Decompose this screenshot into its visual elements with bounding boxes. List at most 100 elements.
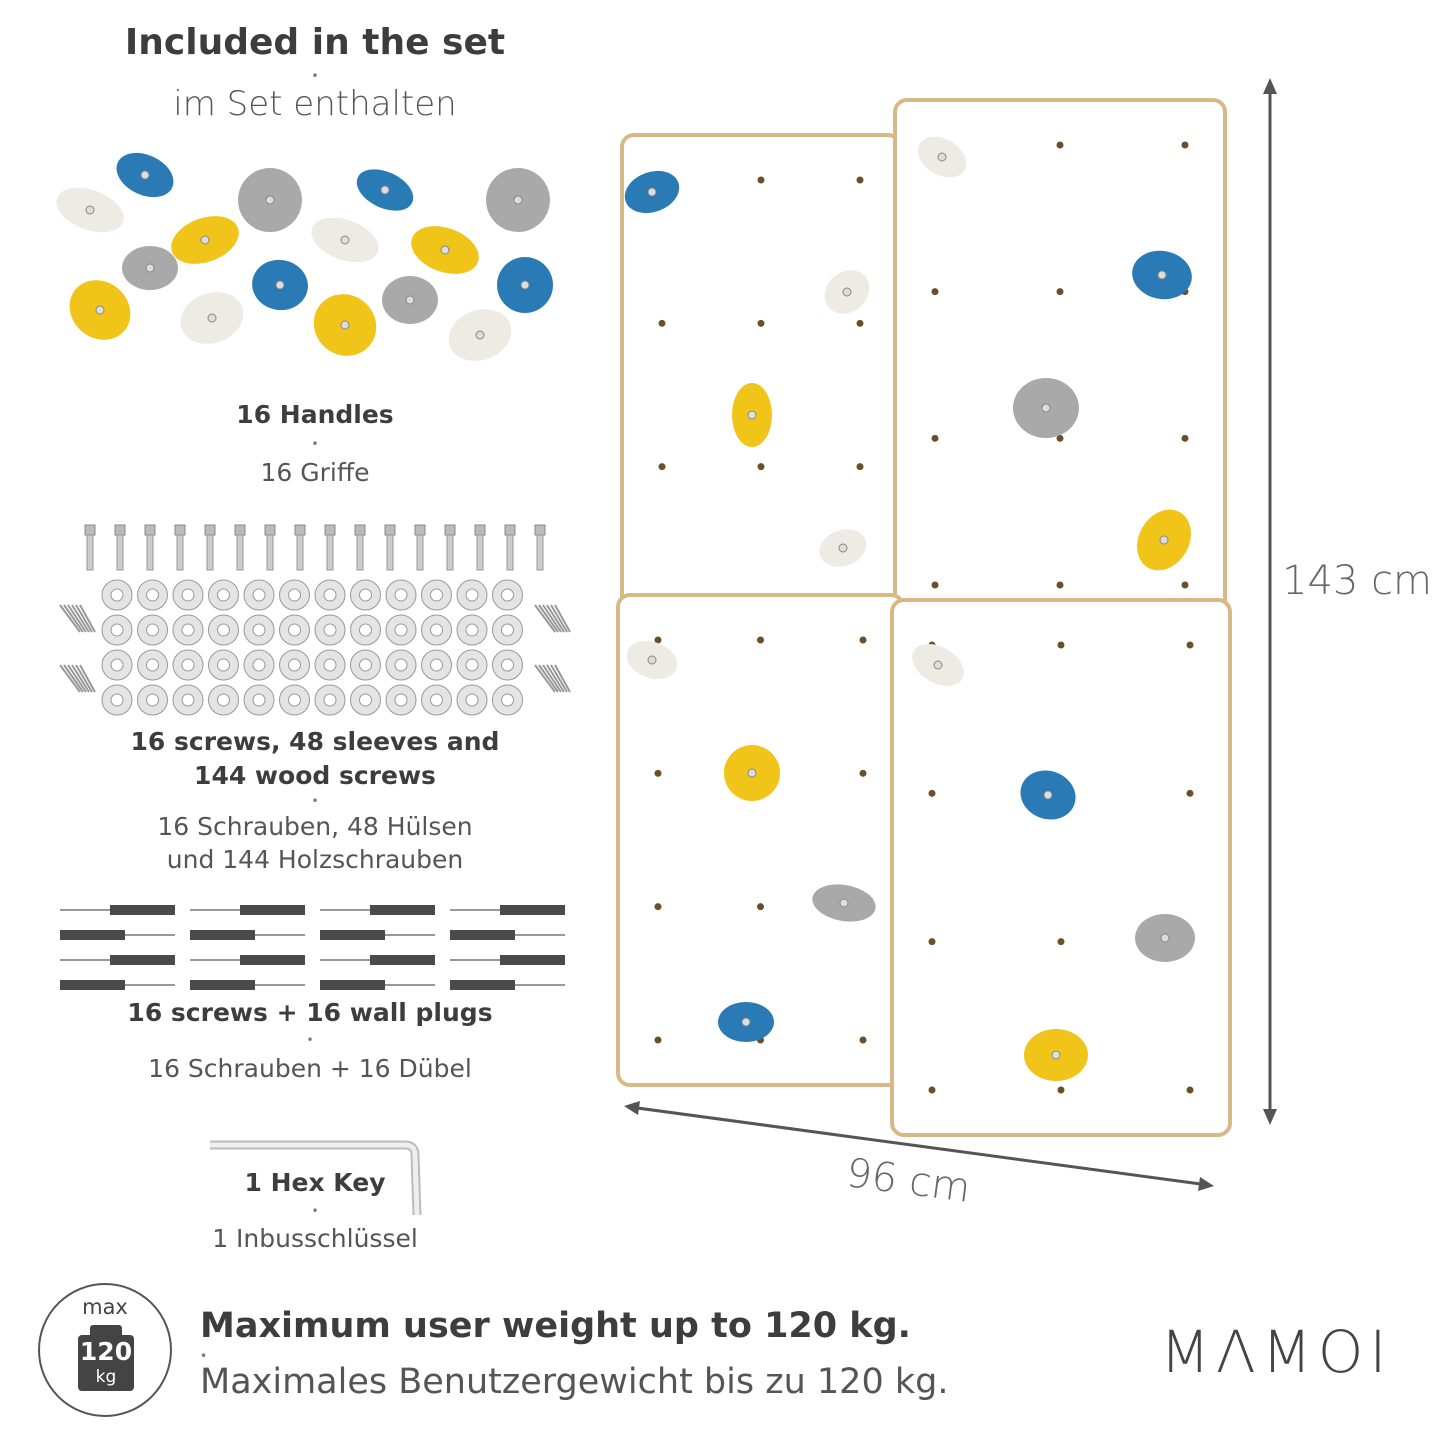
screw-shaft [326, 534, 334, 571]
plugs-label-de: 16 Schrauben + 16 Dübel [148, 1054, 472, 1083]
bolt [1041, 403, 1051, 413]
screws-label-de-2: und 144 Holzschrauben [166, 845, 464, 874]
wall-plug [500, 905, 565, 915]
screw-shaft [536, 534, 544, 571]
screw [294, 524, 306, 536]
sleeve-hole [323, 588, 337, 602]
sleeve-hole [359, 658, 372, 672]
wood-screw [59, 664, 81, 693]
sleeve-hole [252, 693, 266, 707]
bolt [647, 655, 657, 665]
sleeve-hole [288, 693, 301, 707]
bolt-hole [1186, 789, 1194, 797]
bolt-hole [859, 636, 867, 644]
sleeve-hole [465, 623, 479, 637]
bolt [838, 543, 848, 553]
sleeve-hole [465, 693, 479, 707]
separator-dot: • [311, 437, 319, 451]
sleeve-hole [323, 623, 337, 637]
screw-shaft [116, 534, 124, 571]
screw [174, 524, 186, 536]
bolt-hole [1057, 1086, 1065, 1094]
bolt [1160, 933, 1170, 943]
bolt-hole [757, 176, 765, 184]
bolt [95, 305, 105, 315]
wood-screw [542, 604, 562, 633]
sleeve-hole [359, 588, 372, 602]
screw-shaft [146, 534, 154, 571]
sleeve-hole [110, 588, 124, 602]
bolt [647, 187, 657, 197]
sleeve-hole [359, 693, 372, 707]
sleeve-hole [359, 623, 372, 637]
height-dimension: 143 cm [1282, 558, 1433, 604]
bolt-hole [1057, 641, 1065, 649]
screw [354, 524, 366, 536]
wall-plug [240, 955, 305, 965]
sleeve-hole [181, 658, 195, 672]
sleeve-hole [252, 588, 266, 602]
wall-plug [60, 980, 125, 990]
bolt [1157, 270, 1167, 280]
wall-plug [450, 980, 515, 990]
screw-shaft [236, 534, 244, 571]
separator-dot: • [200, 1349, 208, 1363]
bolt-hole [757, 903, 764, 911]
wood-screw [75, 664, 93, 693]
sleeve-hole [146, 693, 159, 707]
sleeve-hole [288, 623, 301, 637]
wood-screw [79, 664, 96, 693]
bolt [1043, 790, 1053, 800]
bolt [405, 295, 415, 305]
bolt-hole [1056, 581, 1064, 589]
screw [114, 524, 126, 536]
bolt-hole [1181, 434, 1189, 442]
sleeve-hole [146, 588, 159, 602]
bolt-hole [658, 463, 666, 471]
screw [384, 524, 396, 536]
bolt [741, 1017, 751, 1027]
weight-title-en: Maximum user weight up to 120 kg. [200, 1306, 911, 1346]
wood-screw [534, 664, 556, 693]
bolt [200, 235, 210, 245]
bolt-hole [1186, 1086, 1194, 1094]
wood-screw [67, 664, 87, 693]
screw-shaft [416, 534, 424, 571]
bolt [1051, 1050, 1061, 1060]
screw-shaft [356, 534, 364, 571]
bolt-hole [856, 319, 864, 327]
bolt-hole [654, 903, 662, 911]
bolt-hole [1056, 434, 1064, 442]
climbing-wall-image [616, 78, 1277, 1191]
sleeve-hole [252, 623, 266, 637]
wall-plug [450, 930, 515, 940]
bolt-hole [1181, 141, 1189, 149]
screw-shaft [446, 534, 454, 571]
sleeve-hole [288, 588, 301, 602]
bolt-hole [856, 463, 864, 471]
wall-plug [370, 905, 435, 915]
separator-dot: • [311, 1204, 319, 1218]
sleeve-hole [217, 588, 230, 602]
bolt-hole [859, 1036, 867, 1044]
screw-shaft [296, 534, 304, 571]
title-de: im Set enthalten [173, 84, 457, 124]
screw [144, 524, 156, 536]
sleeve-hole [146, 623, 159, 637]
bolt-hole [931, 288, 939, 296]
screws-label-en: 16 screws, 48 sleeves and [130, 727, 500, 756]
screw-shaft [176, 534, 184, 571]
wall-plug [190, 930, 255, 940]
screw-shaft [506, 534, 514, 571]
wood-screw [71, 664, 90, 693]
sleeve-hole [465, 588, 479, 602]
bolt-hole [859, 769, 867, 777]
bolt-hole [658, 319, 666, 327]
sleeve-hole [181, 623, 195, 637]
bolt-hole [928, 1086, 936, 1094]
wood-screw [538, 664, 559, 693]
screws-label-en-2: 144 wood screws [194, 761, 436, 790]
wood-screw [554, 664, 571, 693]
separator-dot: • [311, 69, 319, 83]
bolt-hole [1057, 938, 1065, 946]
